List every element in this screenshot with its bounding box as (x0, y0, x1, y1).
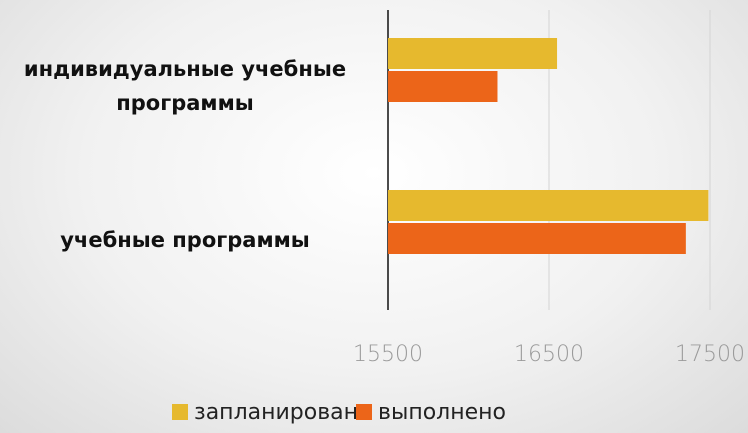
legend-label: запланировано (194, 400, 372, 425)
x-tick-label: 16500 (514, 342, 584, 367)
bar (388, 223, 686, 254)
bar (388, 38, 558, 69)
legend-label: выполнено (378, 400, 506, 425)
legend-swatch (356, 404, 372, 420)
bar (388, 190, 709, 221)
legend-swatch (172, 404, 188, 420)
x-tick-label: 17500 (675, 342, 745, 367)
category-label: учебные программы (60, 228, 310, 252)
x-tick-label: 15500 (353, 342, 423, 367)
bar (388, 71, 498, 102)
category-label: индивидуальные учебные программы (23, 57, 347, 115)
